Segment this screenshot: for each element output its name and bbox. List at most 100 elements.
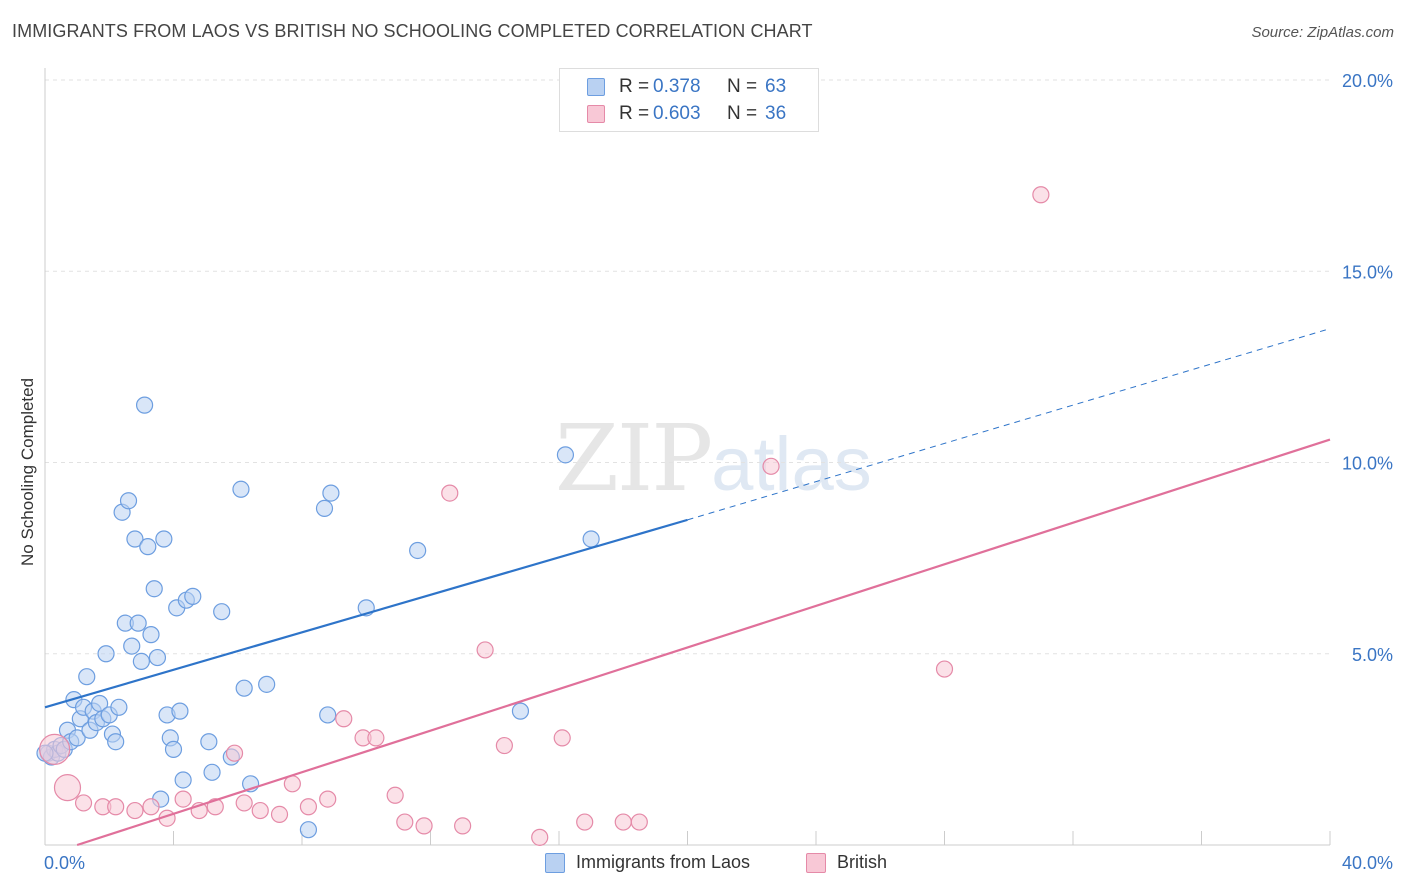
point-laos <box>164 740 183 758</box>
series-british-points <box>39 186 1050 846</box>
chart-title: IMMIGRANTS FROM LAOS VS BRITISH NO SCHOO… <box>12 21 813 41</box>
legend-row-laos: R = 0.378 N = 63 <box>587 75 786 99</box>
point-laos <box>258 675 276 693</box>
y-tick-label: 20.0% <box>1342 71 1393 91</box>
y-tick-label: 15.0% <box>1342 262 1393 282</box>
point-british <box>367 729 385 747</box>
point-british <box>614 813 632 831</box>
point-laos <box>135 396 154 414</box>
point-laos <box>68 729 86 747</box>
point-laos <box>155 530 173 548</box>
point-laos <box>107 733 125 751</box>
legend-swatch-british <box>806 852 826 873</box>
legend-stats: R = 0.378 N = 63 R = 0.603 N = 36 <box>559 68 819 132</box>
legend-r-label: R = <box>619 103 650 124</box>
point-laos <box>409 541 427 560</box>
point-british <box>553 729 571 747</box>
point-laos <box>213 603 231 621</box>
point-laos <box>126 530 144 548</box>
point-laos <box>184 587 202 605</box>
point-laos <box>299 821 318 839</box>
point-british <box>251 801 269 820</box>
point-laos <box>322 484 340 502</box>
y-tick-label: 5.0% <box>1352 645 1393 665</box>
point-british <box>319 790 337 808</box>
point-laos <box>511 702 530 720</box>
point-laos <box>315 499 334 517</box>
x-tick-label: 40.0% <box>1342 853 1393 873</box>
legend-r-value: 0.378 <box>653 76 701 97</box>
point-laos <box>110 698 128 716</box>
legend-n-label: N = <box>727 76 758 97</box>
point-british <box>576 813 594 831</box>
source-label: Source: ZipAtlas.com <box>1251 24 1394 41</box>
point-british <box>454 817 472 835</box>
point-british <box>630 813 648 831</box>
x-tick-label: 0.0% <box>44 853 85 873</box>
point-british <box>225 744 244 762</box>
trend-line-laos <box>44 518 688 709</box>
legend-swatch-laos <box>587 78 605 96</box>
point-laos <box>582 530 600 548</box>
point-british <box>53 774 82 802</box>
point-british <box>39 733 71 765</box>
point-british <box>206 798 224 816</box>
series-laos-points <box>36 396 600 839</box>
point-british <box>476 641 494 659</box>
point-laos <box>142 626 160 644</box>
point-british <box>126 801 144 820</box>
trend-lines <box>44 328 1331 847</box>
legend-item-laos: Immigrants from Laos <box>545 852 750 873</box>
trend-line-laos-extension <box>687 328 1331 521</box>
legend-label-british: British <box>837 852 888 872</box>
point-british <box>762 457 780 475</box>
watermark-zip: ZIP <box>555 405 713 512</box>
legend-r-label: R = <box>619 76 650 97</box>
point-laos <box>171 702 189 720</box>
tick-labels: 5.0% 10.0% 15.0% 20.0% 0.0% 40.0% <box>44 71 1393 873</box>
legend-row-british: R = 0.603 N = 36 <box>587 102 786 126</box>
point-british <box>495 736 513 755</box>
point-laos <box>139 538 157 556</box>
watermark: ZIPatlas <box>555 405 872 512</box>
point-laos <box>119 492 138 510</box>
y-axis-label: No Schooling Completed <box>18 377 37 566</box>
point-laos <box>319 706 337 724</box>
legend-n-label: N = <box>727 103 758 124</box>
point-laos <box>145 580 163 598</box>
point-laos <box>232 480 250 498</box>
point-laos <box>129 614 147 632</box>
point-british <box>441 484 459 502</box>
watermark-atlas: atlas <box>711 422 872 507</box>
point-british <box>174 790 192 808</box>
legend-swatch-laos <box>545 852 565 873</box>
point-laos <box>556 446 575 464</box>
legend-item-british: British <box>806 852 887 873</box>
point-laos <box>148 648 167 667</box>
point-british <box>415 817 433 835</box>
legend-n-value: 63 <box>765 76 787 97</box>
point-british <box>935 660 954 678</box>
legend-r-value: 0.603 <box>653 103 701 124</box>
legend-label-laos: Immigrants from Laos <box>576 852 751 872</box>
axes <box>44 68 1331 846</box>
point-british <box>531 828 549 846</box>
trend-line-british <box>76 438 1331 847</box>
legend-n-value: 36 <box>765 103 787 124</box>
point-british <box>235 794 253 812</box>
point-laos <box>123 637 141 655</box>
legend-swatch-british <box>587 105 605 123</box>
point-british <box>270 805 289 824</box>
point-laos <box>97 645 115 663</box>
point-british <box>299 798 318 816</box>
point-british <box>107 798 125 816</box>
point-british <box>74 794 93 812</box>
point-laos <box>203 763 221 781</box>
legend-series: Immigrants from Laos British <box>0 852 1406 876</box>
point-laos <box>174 771 192 789</box>
y-tick-label: 10.0% <box>1342 454 1393 474</box>
point-british <box>1032 186 1050 204</box>
point-laos <box>200 733 218 751</box>
point-laos <box>132 652 150 671</box>
